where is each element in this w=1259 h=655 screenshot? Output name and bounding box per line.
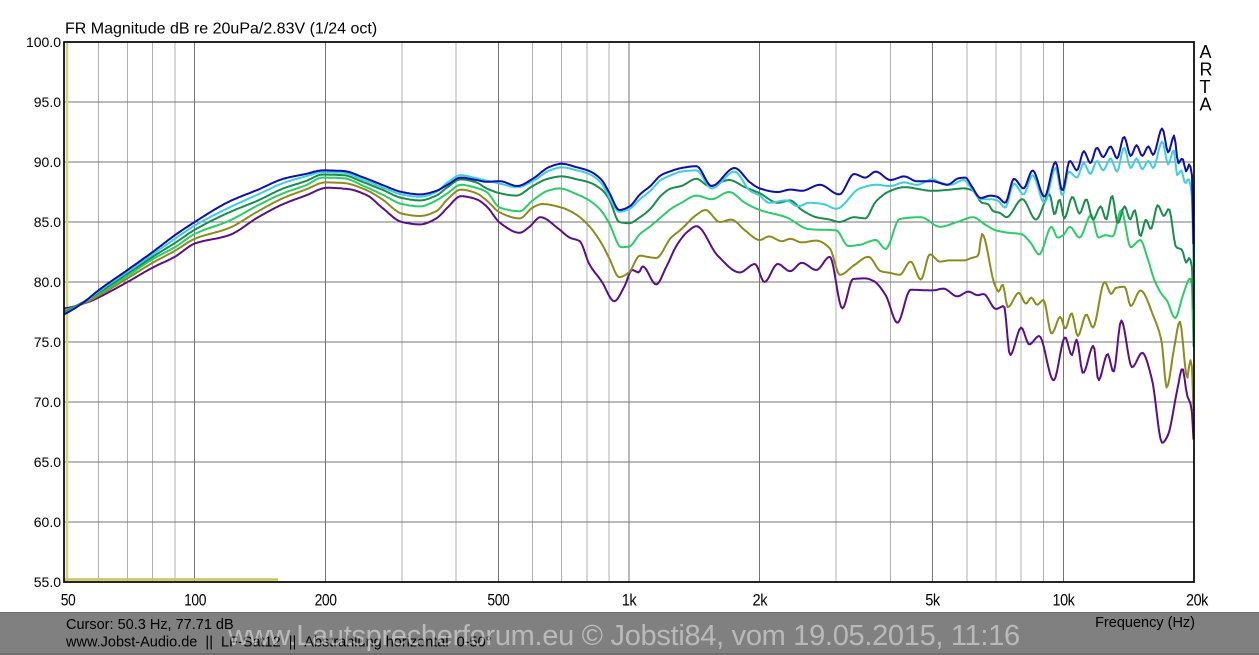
svg-text:T: T [1200,77,1211,97]
svg-text:2k: 2k [753,592,769,610]
svg-text:R: R [1200,60,1213,80]
svg-text:100: 100 [184,592,206,610]
svg-text:5k: 5k [925,592,941,610]
svg-text:FR Magnitude dB re 20uPa/2.83V: FR Magnitude dB re 20uPa/2.83V (1/24 oct… [65,21,377,38]
svg-text:80.0: 80.0 [34,274,61,290]
svg-text:A: A [1200,95,1212,115]
svg-text:65.0: 65.0 [34,454,61,470]
svg-text:20k: 20k [1186,592,1209,610]
svg-text:100.0: 100.0 [26,34,61,50]
svg-text:60.0: 60.0 [34,514,61,530]
svg-text:95.0: 95.0 [34,94,61,110]
svg-text:85.0: 85.0 [34,214,61,230]
svg-text:A: A [1200,42,1212,62]
svg-text:www.Lautsprecherforum.eu © Job: www.Lautsprecherforum.eu © Jobsti84, vom… [227,620,1020,652]
svg-text:50: 50 [61,592,76,610]
svg-text:200: 200 [315,592,337,610]
svg-text:90.0: 90.0 [34,154,61,170]
svg-text:1k: 1k [622,592,638,610]
svg-text:75.0: 75.0 [34,334,61,350]
svg-text:Frequency (Hz): Frequency (Hz) [1095,615,1195,631]
svg-text:500: 500 [487,592,509,610]
svg-text:Cursor: 50.3 Hz, 77.71 dB: Cursor: 50.3 Hz, 77.71 dB [66,617,234,633]
svg-text:10k: 10k [1053,592,1076,610]
svg-text:www.Jobst-Audio.de || LF-Sat: www.Jobst-Audio.de || LF-Sat12 || Abstra… [65,635,491,651]
svg-text:55.0: 55.0 [34,574,61,590]
svg-text:70.0: 70.0 [34,394,61,410]
